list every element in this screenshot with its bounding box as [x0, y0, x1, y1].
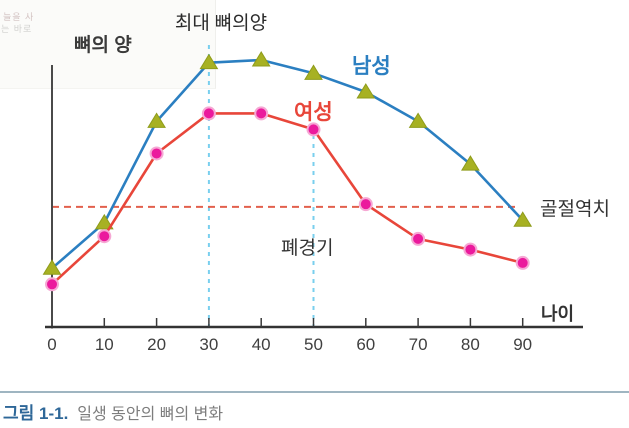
- male-line: [51, 58, 524, 270]
- figure-number: 그림 1-1.: [3, 404, 69, 423]
- figure-caption: 그림 1-1. 일생 동안의 뼈의 변화: [3, 399, 223, 424]
- series-label-female: 여성: [294, 101, 333, 124]
- female-marker-age-30: [201, 106, 216, 121]
- male-marker-age-70: [408, 112, 428, 128]
- male-marker-age-40: [251, 51, 271, 67]
- x-tick-label-50: 50: [304, 335, 323, 354]
- x-tick-label-40: 40: [251, 335, 271, 354]
- male-marker-age-20: [147, 112, 166, 128]
- male-marker-age-0: [42, 259, 62, 275]
- male-marker-age-10: [94, 213, 114, 230]
- scan-bleed-text: 늘을 사: [3, 12, 35, 22]
- series-label-male: 남성: [352, 55, 391, 78]
- female-marker-age-10: [97, 229, 112, 244]
- scan-bleed-text: 는 바로: [1, 24, 33, 34]
- male-marker-age-30: [199, 53, 219, 70]
- female-marker-age-60: [358, 197, 373, 212]
- x-tick-label-30: 30: [199, 335, 219, 354]
- scan-artifact-box: 늘을 사 는 바로: [0, 0, 216, 89]
- annotation-menopause: 폐경기: [281, 238, 334, 259]
- female-marker-age-0: [45, 277, 59, 292]
- male-marker-age-60: [356, 83, 376, 99]
- figure-caption-text: 일생 동안의 뼈의 변화: [77, 406, 224, 423]
- x-tick-label-70: 70: [408, 335, 428, 354]
- female-marker-age-50: [306, 122, 321, 137]
- caption-divider: [0, 391, 629, 393]
- female-marker-age-20: [149, 146, 164, 161]
- x-tick-label-80: 80: [460, 335, 480, 354]
- male-marker-age-50: [304, 64, 323, 80]
- female-marker-age-90: [515, 255, 530, 270]
- y-axis-title: 뼈의 양: [74, 35, 132, 56]
- x-tick-label-90: 90: [513, 335, 533, 354]
- female-marker-age-40: [254, 106, 269, 121]
- male-marker-age-90: [513, 211, 533, 227]
- male-marker-age-80: [461, 155, 480, 171]
- annotation-fracture-threshold: 골절역치: [540, 199, 610, 220]
- x-axis-title: 나이: [541, 304, 575, 324]
- female-line: [51, 112, 524, 286]
- x-tick-label-20: 20: [147, 335, 167, 354]
- annotation-peak-bone-mass: 최대 뼈의양: [174, 13, 268, 34]
- female-marker-age-70: [411, 231, 426, 246]
- x-tick-label-0: 0: [47, 335, 57, 354]
- x-tick-label-60: 60: [356, 335, 376, 354]
- female-marker-age-80: [463, 242, 478, 257]
- x-tick-label-10: 10: [94, 335, 114, 354]
